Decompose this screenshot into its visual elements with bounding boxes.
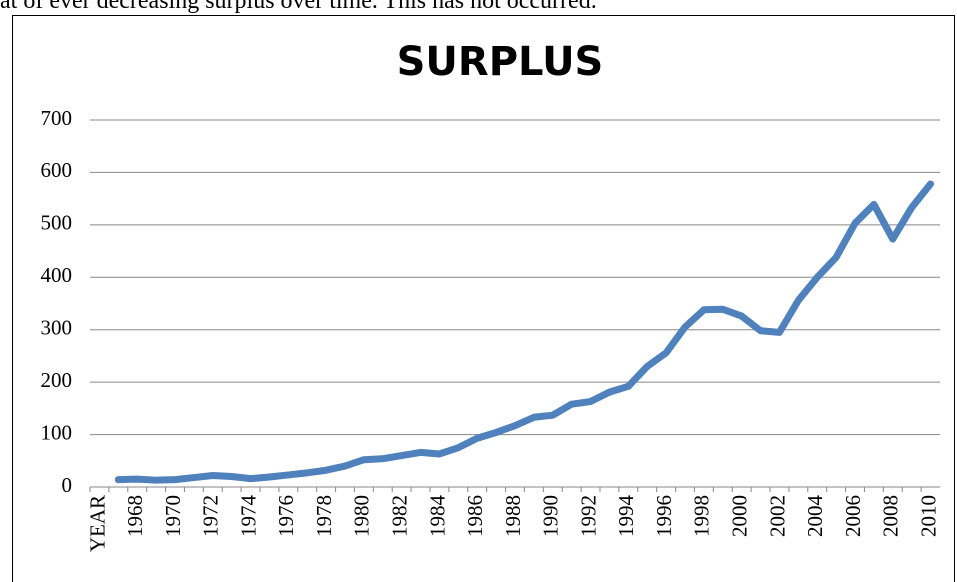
x-tick-label: 1986 [463,495,487,537]
x-tick-label: 1990 [539,495,563,537]
document-text: at of ever decreasing surplus over time.… [0,0,597,14]
x-tick-label: 1974 [236,495,260,538]
x-tick-label: 1976 [274,495,298,537]
y-tick-label: 100 [41,420,73,444]
x-tick-label: 1996 [652,495,676,537]
x-tick-label: 1982 [387,495,411,537]
y-tick-label: 200 [41,368,73,392]
x-tick-label: 2002 [765,495,789,537]
x-tick-label: 1998 [690,495,714,537]
x-tick-label: 2000 [727,495,751,537]
y-tick-label: 700 [41,106,73,130]
line [114,180,935,484]
x-tick-label: 1992 [576,495,600,537]
chart-title: SURPLUS [397,39,604,85]
x-tick-label: 1968 [123,495,147,537]
x-tick-label: 1978 [312,495,336,537]
x-tick-label: YEAR [85,495,109,552]
x-tick-label: 2006 [841,495,865,537]
x-tick-label: 2004 [803,495,827,538]
x-tick-label: 1970 [161,495,185,537]
x-tick-label: 1988 [501,495,525,537]
y-tick-label: 400 [41,263,73,287]
y-tick-label: 300 [41,316,73,340]
x-tick-label: 1994 [614,495,638,538]
x-tick-label: 2008 [879,495,903,537]
x-tick-label: 2010 [916,495,940,537]
x-tick-label: 1980 [350,495,374,537]
y-tick-label: 500 [41,211,73,235]
chart-border [12,15,955,582]
y-tick-label: 0 [62,473,73,497]
y-tick-label: 600 [41,158,73,182]
x-tick-label: 1984 [425,495,449,538]
x-tick-label: 1972 [199,495,223,537]
